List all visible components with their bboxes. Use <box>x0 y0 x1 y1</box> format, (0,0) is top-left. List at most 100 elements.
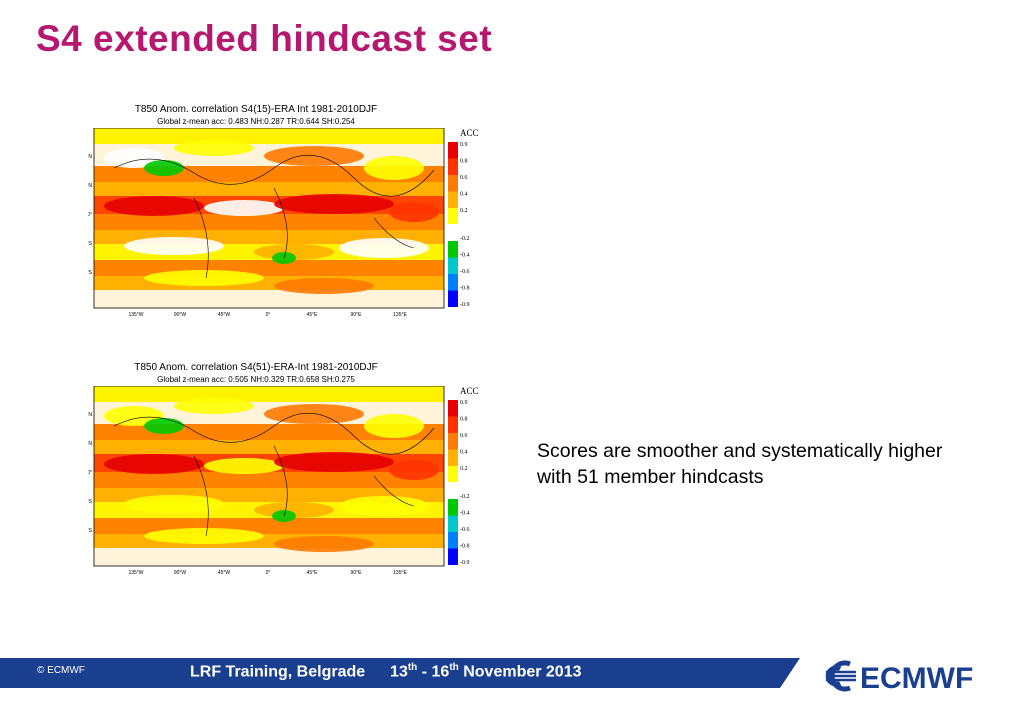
map-1-title: T850 Anom. correlation S4(15)-ERA Int 19… <box>134 104 378 115</box>
map-blob <box>389 202 439 222</box>
footer-date-end: 16 <box>431 663 450 681</box>
legend-swatch <box>448 532 458 549</box>
map-blob <box>204 200 284 216</box>
lon-tick-label: 90°E <box>351 312 363 318</box>
lon-tick-label: 45°E <box>307 570 319 576</box>
legend-label: 0.2 <box>460 208 468 214</box>
legend-swatch <box>448 400 458 417</box>
map-blob <box>274 278 374 294</box>
legend-label: 0.8 <box>460 417 468 423</box>
legend-label: -0.2 <box>460 494 470 500</box>
legend-label: -0.6 <box>460 269 470 275</box>
map-blob <box>174 140 254 156</box>
legend-label: 0.6 <box>460 175 468 181</box>
map-blob <box>144 160 184 176</box>
map-coastline <box>373 217 415 249</box>
footer-date-sep: - <box>417 663 432 681</box>
legend-swatch <box>448 548 458 565</box>
map-blob <box>104 454 204 474</box>
footer-band-shape <box>0 658 800 688</box>
legend-swatch <box>448 257 458 274</box>
map-blob <box>274 452 394 472</box>
legend-swatch <box>448 416 458 433</box>
legend-swatch <box>448 449 458 466</box>
map-blob <box>104 196 204 216</box>
legend-swatch <box>448 290 458 307</box>
map-coastline <box>273 445 288 517</box>
lat-tick-label: 60°N <box>88 412 92 418</box>
footer-date-rest: November 2013 <box>458 663 582 681</box>
footer-training: LRF Training, Belgrade <box>190 663 366 681</box>
lon-tick-label: 135°W <box>128 312 143 318</box>
lat-tick-label: 0° <box>88 470 92 476</box>
legend-swatch <box>448 241 458 258</box>
footer-date-start: 13 <box>390 663 408 681</box>
map-1-subtitle: Global z-mean acc: 0.483 NH:0.287 TR:0.6… <box>157 117 355 126</box>
legend-label: -0.9 <box>460 302 470 308</box>
map-blob <box>124 495 224 513</box>
legend-label: 0.4 <box>460 192 468 198</box>
map-band <box>94 182 444 196</box>
legend-swatch <box>448 208 458 225</box>
legend-swatch <box>448 274 458 291</box>
lon-tick-label: 90°W <box>174 570 187 576</box>
footer-band <box>0 658 800 688</box>
lon-tick-label: 45°E <box>307 312 319 318</box>
legend-label: 0.4 <box>460 450 468 456</box>
ecmwf-logo-icon: ECMWF <box>825 660 973 695</box>
map-blob <box>144 270 264 286</box>
legend-swatch <box>448 175 458 192</box>
ecmwf-logo-text: ECMWF <box>860 662 973 695</box>
lat-tick-label: 30°S <box>88 499 93 505</box>
map-2-title: T850 Anom. correlation S4(51)-ERA-Int 19… <box>134 362 378 373</box>
legend-label: -0.8 <box>460 544 470 550</box>
map-band <box>94 290 444 308</box>
legend-label: -0.9 <box>460 560 470 566</box>
copyright-text: © ECMWF <box>37 665 85 676</box>
legend-swatch <box>448 433 458 450</box>
legend-swatch <box>447 482 459 500</box>
lon-tick-label: 90°W <box>174 312 187 318</box>
slide-title: S4 extended hindcast set <box>36 18 493 59</box>
map-coastline <box>113 154 435 197</box>
legend-swatch <box>448 158 458 175</box>
legend-swatch <box>448 191 458 208</box>
legend-label: 0.2 <box>460 466 468 472</box>
map-band <box>94 214 444 230</box>
lat-tick-label: 60°N <box>88 154 92 160</box>
legend-title: ACC <box>460 128 479 138</box>
legend-label: -0.6 <box>460 527 470 533</box>
map-blob <box>339 238 429 258</box>
map-blob <box>364 156 424 180</box>
legend-swatch <box>447 224 459 242</box>
map-band <box>94 472 444 488</box>
lon-tick-label: 135°E <box>393 312 407 318</box>
map-1-heading: T850 Anom. correlation S4(15)-ERA Int 19… <box>116 104 396 127</box>
map-coastline <box>373 475 415 507</box>
map-blob <box>174 398 254 414</box>
legend-label: 0.8 <box>460 159 468 165</box>
map-2-heading: T850 Anom. correlation S4(51)-ERA-Int 19… <box>116 362 396 385</box>
map-coastline <box>193 197 209 279</box>
lat-tick-label: 30°N <box>88 183 92 189</box>
map-2-subtitle: Global z-mean acc: 0.505 NH:0.329 TR:0.6… <box>157 375 355 384</box>
legend-label: 0.9 <box>460 142 468 148</box>
map-blob <box>339 496 429 516</box>
map-band <box>94 386 444 402</box>
legend-swatch <box>448 142 458 159</box>
map-coastline <box>273 187 288 259</box>
map-blob <box>204 458 284 474</box>
map-coastline <box>113 412 435 455</box>
map-panel-2: T850 Anom. correlation S4(51)-ERA-Int 19… <box>88 362 488 582</box>
legend-label: -0.4 <box>460 511 470 517</box>
map-blob <box>389 460 439 480</box>
slide-note: Scores are smoother and systematically h… <box>537 440 943 488</box>
lat-tick-label: 60°S <box>88 528 93 534</box>
map-2-chart: 60°N 30°N 0° 30°S 60°S 135°W 90°W 45°W 0° 45°E 90°… <box>88 386 479 576</box>
footer-date-end-sup: th <box>449 662 459 673</box>
lon-tick-label: 45°W <box>218 570 231 576</box>
footer-event-text: LRF Training, Belgrade 13th - 16th Novem… <box>190 662 582 681</box>
map-band <box>94 128 444 144</box>
legend-label: -0.8 <box>460 286 470 292</box>
lon-tick-label: 135°W <box>128 570 143 576</box>
